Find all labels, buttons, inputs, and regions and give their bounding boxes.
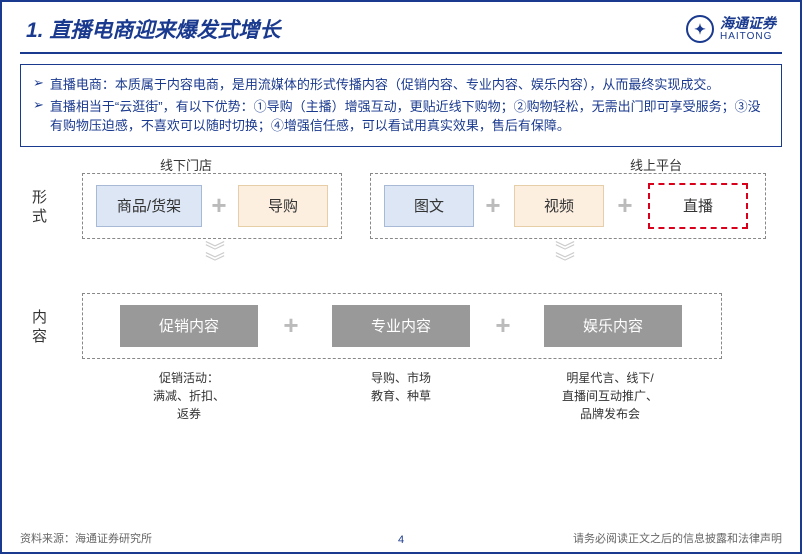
content-item-2: 娱乐内容 [544,305,682,347]
content-item-1: 专业内容 [332,305,470,347]
bullet-item: ➢ 直播电商：本质属于内容电商，是用流媒体的形式传播内容（促销内容、专业内容、娱… [33,75,769,95]
bullet-marker-icon: ➢ [33,75,44,95]
caption-1: 导购、市场 教育、种草 [332,369,470,405]
caption-2: 明星代言、线下/ 直播间互动推广、 品牌发布会 [520,369,700,423]
offline-item-0: 商品/货架 [96,185,202,227]
logo-cn: 海通证券 [720,16,776,31]
content-plus-0: + [278,313,304,339]
axis-label-content: 内容 [28,309,49,347]
offline-plus-0: + [206,193,232,219]
arrow-down-0: ︾ ︾ [200,247,230,269]
diagram-area: 形式内容线下门店商品/货架导购+线上平台图文视频直播++︾ ︾︾ ︾促销内容专业… [20,155,782,445]
title-underline [20,52,782,54]
logo: ✦ 海通证券 HAITONG [686,15,776,43]
logo-text-wrap: 海通证券 HAITONG [720,16,776,42]
header: 1. 直播电商迎来爆发式增长 ✦ 海通证券 HAITONG [2,2,800,52]
logo-mark-icon: ✦ [686,15,714,43]
bullet-marker-icon: ➢ [33,97,44,136]
content-plus-1: + [490,313,516,339]
online-plus-0: + [480,193,506,219]
arrow-down-1: ︾ ︾ [550,247,580,269]
caption-0: 促销活动： 满减、折扣、 返券 [120,369,258,423]
page-number: 4 [398,534,404,546]
disclaimer-text: 请务必阅读正文之后的信息披露和法律声明 [573,530,782,546]
online-item-0: 图文 [384,185,474,227]
source-text: 资料来源：海通证券研究所 [20,530,152,546]
bullet-text: 直播电商：本质属于内容电商，是用流媒体的形式传播内容（促销内容、专业内容、娱乐内… [50,75,720,95]
axis-label-form: 形式 [28,189,49,227]
online-item-1: 视频 [514,185,604,227]
bullet-item: ➢ 直播相当于“云逛街”，有以下优势：①导购（主播）增强互动，更贴近线下购物；②… [33,97,769,136]
page-title: 1. 直播电商迎来爆发式增长 [26,14,280,44]
offline-item-1: 导购 [238,185,328,227]
offline-title: 线下门店 [160,155,212,174]
logo-en: HAITONG [720,31,776,42]
bullet-text: 直播相当于“云逛街”，有以下优势：①导购（主播）增强互动，更贴近线下购物；②购物… [50,97,769,136]
content-item-0: 促销内容 [120,305,258,347]
online-title: 线上平台 [630,155,682,174]
online-plus-1: + [612,193,638,219]
online-item-2: 直播 [648,183,748,229]
bullets-box: ➢ 直播电商：本质属于内容电商，是用流媒体的形式传播内容（促销内容、专业内容、娱… [20,64,782,147]
